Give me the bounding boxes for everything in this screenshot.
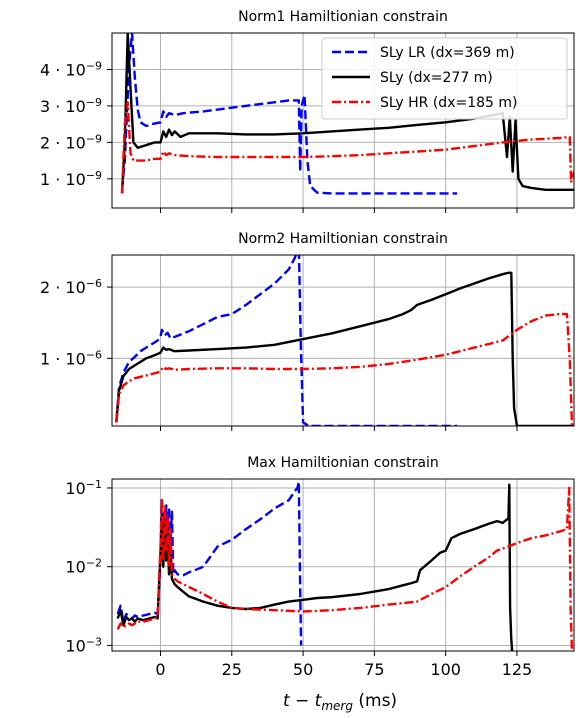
grid bbox=[112, 255, 574, 426]
grid bbox=[112, 479, 574, 651]
y-tick-label: 10−1 bbox=[65, 477, 102, 498]
panels: 1 · 10−9 2 · 10−9 3 · 10−9 4 · 10−9 Norm1 Ha… bbox=[40, 9, 575, 679]
y-tick-label: 10−2 bbox=[65, 556, 102, 577]
legend-box bbox=[321, 37, 568, 120]
y-tick-label: 4 · 10−9 bbox=[40, 59, 102, 80]
series-group bbox=[120, 33, 574, 195]
chart-panel-2: 1 · 10−6 2 · 10−6 Norm2 Hamiltionian const… bbox=[40, 231, 575, 431]
y-tick-label: 1 · 10−9 bbox=[40, 168, 102, 189]
x-axis-label: t − tmerg (ms) bbox=[283, 691, 397, 713]
series-group bbox=[116, 480, 574, 651]
x-tick-label: 125 bbox=[502, 660, 533, 679]
x-tick-label: 25 bbox=[222, 660, 242, 679]
legend: SLy LR (dx=369 m) SLy (dx=277 m) SLy HR (d… bbox=[321, 37, 568, 120]
y-tick-label: 2 · 10−6 bbox=[40, 277, 102, 298]
series-line-2 bbox=[120, 33, 574, 194]
y-tick-label: 3 · 10−9 bbox=[40, 95, 102, 116]
x-tick-label: 50 bbox=[293, 660, 313, 679]
series-line-1 bbox=[120, 33, 458, 195]
y-tick-label: 10−3 bbox=[65, 635, 102, 656]
series-group bbox=[115, 255, 574, 426]
axes-frame bbox=[111, 32, 575, 209]
x-tick-label: 75 bbox=[364, 660, 384, 679]
panel-title: Norm1 Hamiltionian constrain bbox=[238, 9, 448, 25]
y-tick-label: 1 · 10−6 bbox=[40, 348, 102, 369]
axes-frame bbox=[111, 254, 575, 427]
panel-title: Max Hamiltionian constrain bbox=[247, 455, 439, 471]
axes-frame bbox=[111, 478, 575, 652]
series-line-2 bbox=[116, 483, 514, 651]
series-line-1 bbox=[116, 480, 303, 646]
x-tick-label: 0 bbox=[155, 660, 165, 679]
legend-label: SLy (dx=277 m) bbox=[380, 70, 493, 86]
series-line-1 bbox=[115, 255, 458, 426]
legend-label: SLy HR (dx=185 m) bbox=[380, 95, 517, 111]
y-tick-label: 2 · 10−9 bbox=[40, 132, 102, 153]
series-line-3 bbox=[116, 486, 574, 651]
series-line-3 bbox=[120, 101, 574, 194]
legend-label: SLy LR (dx=369 m) bbox=[380, 45, 515, 61]
series-line-2 bbox=[115, 271, 574, 426]
chart-panel-3: 10−3 10−2 10−1 Max Hamiltionian constrain 0 2… bbox=[65, 455, 575, 679]
series-line-3 bbox=[115, 312, 574, 426]
panel-title: Norm2 Hamiltionian constrain bbox=[238, 231, 448, 247]
x-tick-label: 100 bbox=[430, 660, 461, 679]
